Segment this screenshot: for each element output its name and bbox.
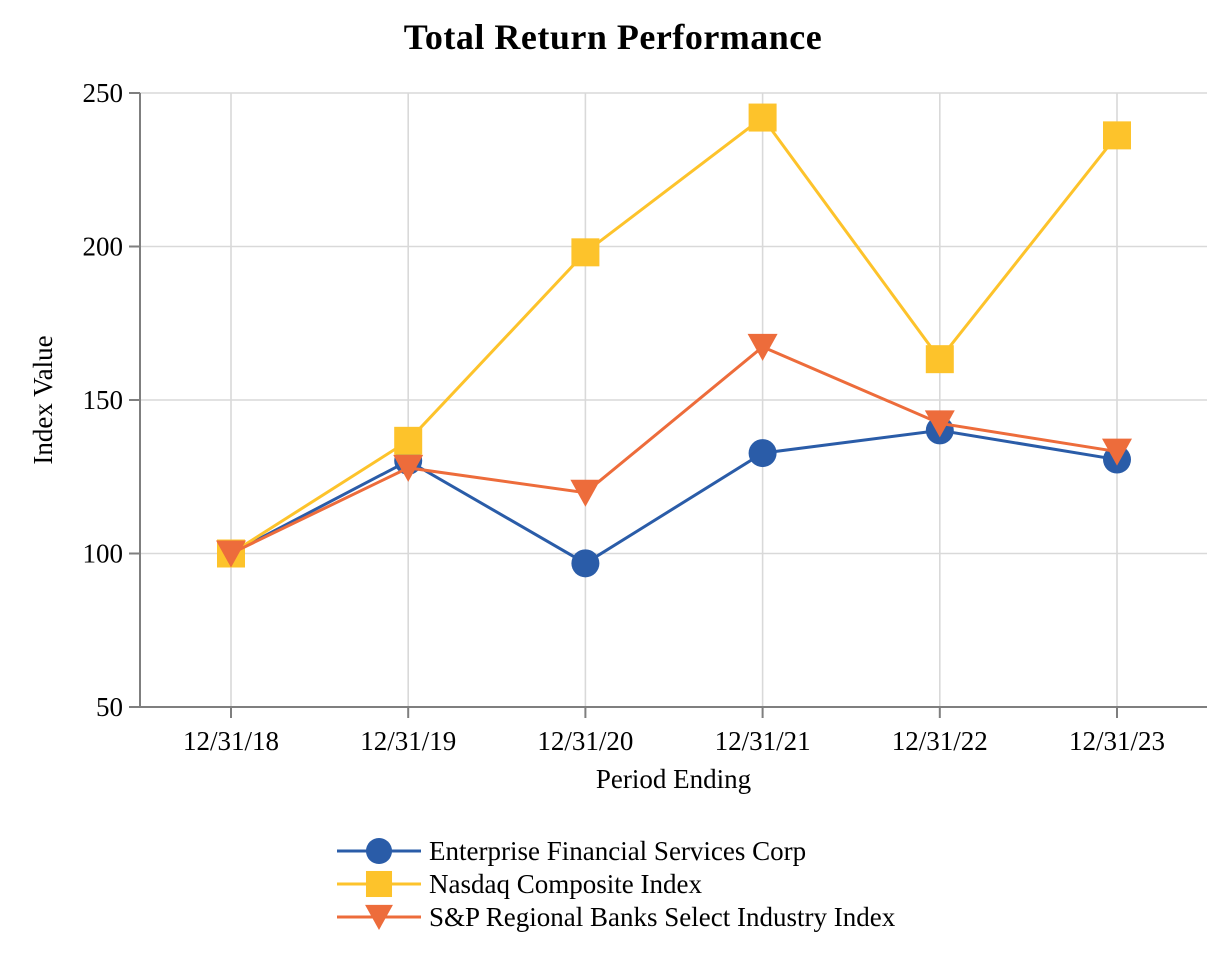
y-axis-title: Index Value [28, 335, 58, 464]
x-tick-label: 12/31/22 [892, 726, 988, 756]
series-line [230, 428, 1118, 566]
data-point-marker [748, 103, 777, 132]
x-tick-label: 12/31/18 [183, 726, 279, 756]
legend-label: S&P Regional Banks Select Industry Index [429, 902, 896, 932]
y-tick-label: 200 [83, 232, 124, 262]
data-point-marker [748, 439, 777, 468]
x-axis-title: Period Ending [596, 764, 751, 794]
data-point-marker [393, 454, 424, 482]
data-point-marker [216, 540, 246, 568]
data-point-marker [570, 479, 601, 507]
legend-label: Enterprise Financial Services Corp [429, 836, 806, 866]
x-tick-label: 12/31/20 [537, 726, 633, 756]
data-point-marker [1103, 121, 1131, 150]
data-point-marker [924, 410, 955, 438]
y-tick-label: 150 [83, 385, 124, 415]
data-point-marker [571, 238, 600, 267]
legend-square-icon [365, 870, 393, 898]
legend-circle-icon [365, 837, 393, 865]
data-point-marker [394, 426, 423, 455]
data-point-marker [571, 549, 600, 578]
chart-title: Total Return Performance [403, 17, 823, 57]
data-point-marker [925, 345, 954, 374]
legend-triangle-down-icon [365, 904, 393, 931]
y-tick-label: 100 [83, 539, 124, 569]
series-line [230, 115, 1119, 555]
series-line [230, 345, 1118, 555]
legend-label: Nasdaq Composite Index [429, 869, 702, 899]
x-tick-label: 12/31/21 [715, 726, 811, 756]
y-tick-label: 250 [83, 78, 124, 108]
x-tick-label: 12/31/23 [1069, 726, 1165, 756]
x-tick-label: 12/31/19 [360, 726, 456, 756]
data-point-marker [747, 333, 778, 361]
y-tick-label: 50 [96, 692, 123, 722]
data-point-marker [1102, 438, 1132, 466]
